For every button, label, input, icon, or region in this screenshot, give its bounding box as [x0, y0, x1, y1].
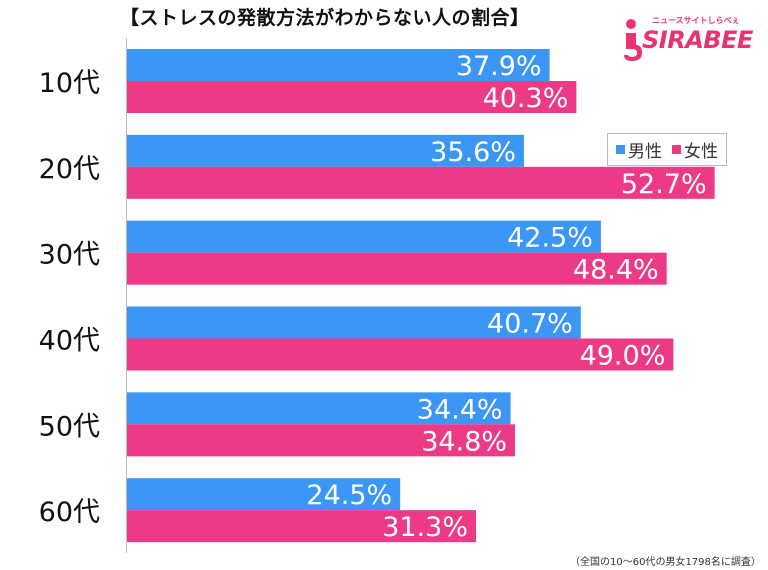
bar-female-2: [127, 166, 715, 199]
category-label-3: 30代: [39, 240, 100, 271]
legend-swatch-female: [672, 145, 681, 154]
legend-item-female: 女性: [672, 137, 718, 162]
data-label-female-5: 34.8%: [421, 426, 507, 457]
category-label-1: 10代: [39, 68, 100, 99]
bar-female-4: [127, 338, 674, 371]
data-label-male-1: 37.9%: [456, 51, 542, 82]
legend-item-male: 男性: [616, 137, 662, 162]
data-label-female-4: 49.0%: [580, 341, 666, 372]
bar-male-6: [127, 478, 401, 511]
data-label-male-6: 24.5%: [306, 480, 392, 511]
data-label-female-6: 31.3%: [382, 512, 468, 543]
data-label-female-3: 48.4%: [573, 255, 659, 286]
logo-mark-icon: [624, 19, 642, 61]
category-label-6: 60代: [39, 497, 100, 528]
bar-female-5: [127, 424, 516, 457]
logo-brand: SIRABEE: [642, 26, 753, 54]
bar-male-5: [127, 392, 511, 425]
bar-female-6: [127, 510, 477, 543]
sirabee-logo: ニュースサイトしらべぇ SIRABEE: [620, 15, 765, 63]
data-label-female-1: 40.3%: [483, 83, 569, 114]
logo-tagline: ニュースサイトしらべぇ: [652, 16, 740, 25]
data-label-male-2: 35.6%: [430, 137, 516, 168]
chart-title: 【ストレスの発散方法がわからない人の割合】: [120, 7, 530, 29]
data-label-male-3: 42.5%: [507, 223, 593, 254]
survey-footnote: （全国の10〜60代の男女1798名に調査）: [570, 557, 761, 568]
legend-label-female: 女性: [684, 142, 718, 162]
data-label-female-2: 52.7%: [621, 169, 707, 200]
bar-male-3: [127, 220, 601, 253]
bar-male-1: [127, 49, 550, 81]
legend-swatch-male: [616, 145, 625, 154]
category-label-2: 20代: [39, 154, 100, 185]
legend-label-male: 男性: [628, 142, 662, 162]
bar-female-1: [127, 81, 577, 113]
category-label-5: 50代: [39, 411, 100, 442]
bar-male-4: [127, 306, 581, 339]
bar-female-3: [127, 252, 667, 285]
bar-male-2: [127, 134, 524, 167]
chart-legend: 男性 女性: [607, 133, 727, 166]
data-label-male-5: 34.4%: [417, 394, 503, 425]
category-label-4: 40代: [39, 326, 100, 357]
data-label-male-4: 40.7%: [487, 309, 573, 340]
